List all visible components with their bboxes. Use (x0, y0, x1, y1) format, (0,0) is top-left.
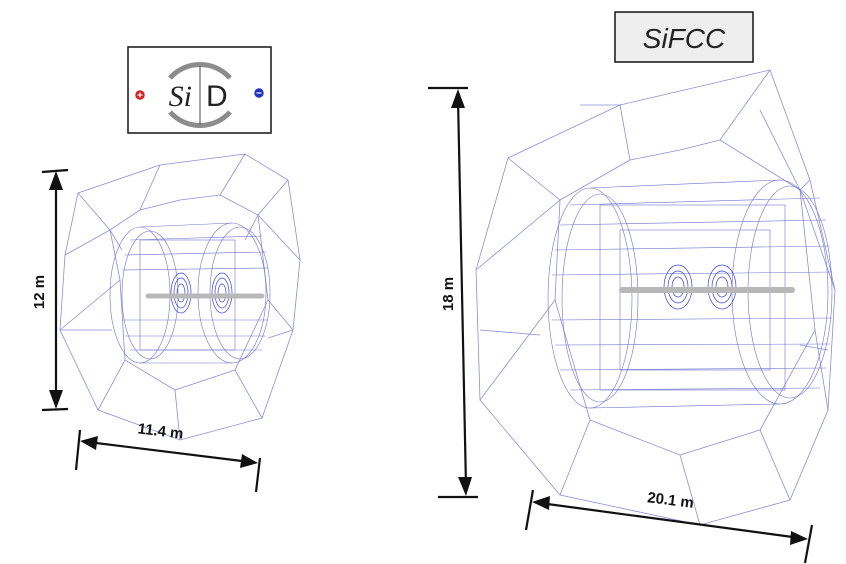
sifcc-title-box: SiFCC (614, 11, 754, 63)
logo-arc-top (168, 62, 232, 80)
sid-height-dimension: 12 m (31, 168, 69, 412)
sid-height-label: 12 m (31, 275, 48, 309)
logo-text-si: Si (169, 80, 192, 113)
sid-wireframe (59, 153, 301, 441)
sid-length-label: 11.4 m (137, 420, 185, 442)
sid-tracker (145, 272, 265, 314)
sifcc-tracker (619, 264, 795, 310)
sifcc-barrel (547, 179, 833, 409)
sid-length-dimension: 11.4 m (74, 420, 262, 493)
sifcc-height-dimension: 18 m (428, 86, 478, 499)
sid-logo: Si D (127, 46, 272, 134)
sifcc-title: SiFCC (643, 23, 726, 54)
sifcc-wireframe (475, 69, 836, 526)
logo-arc-bottom (168, 110, 232, 128)
logo-text-d: D (206, 80, 228, 113)
sifcc-length-dimension: 20.1 m (524, 489, 814, 564)
sid-barrel (109, 222, 271, 364)
sifcc-length-label: 20.1 m (646, 489, 694, 512)
sifcc-height-label: 18 m (440, 277, 457, 311)
